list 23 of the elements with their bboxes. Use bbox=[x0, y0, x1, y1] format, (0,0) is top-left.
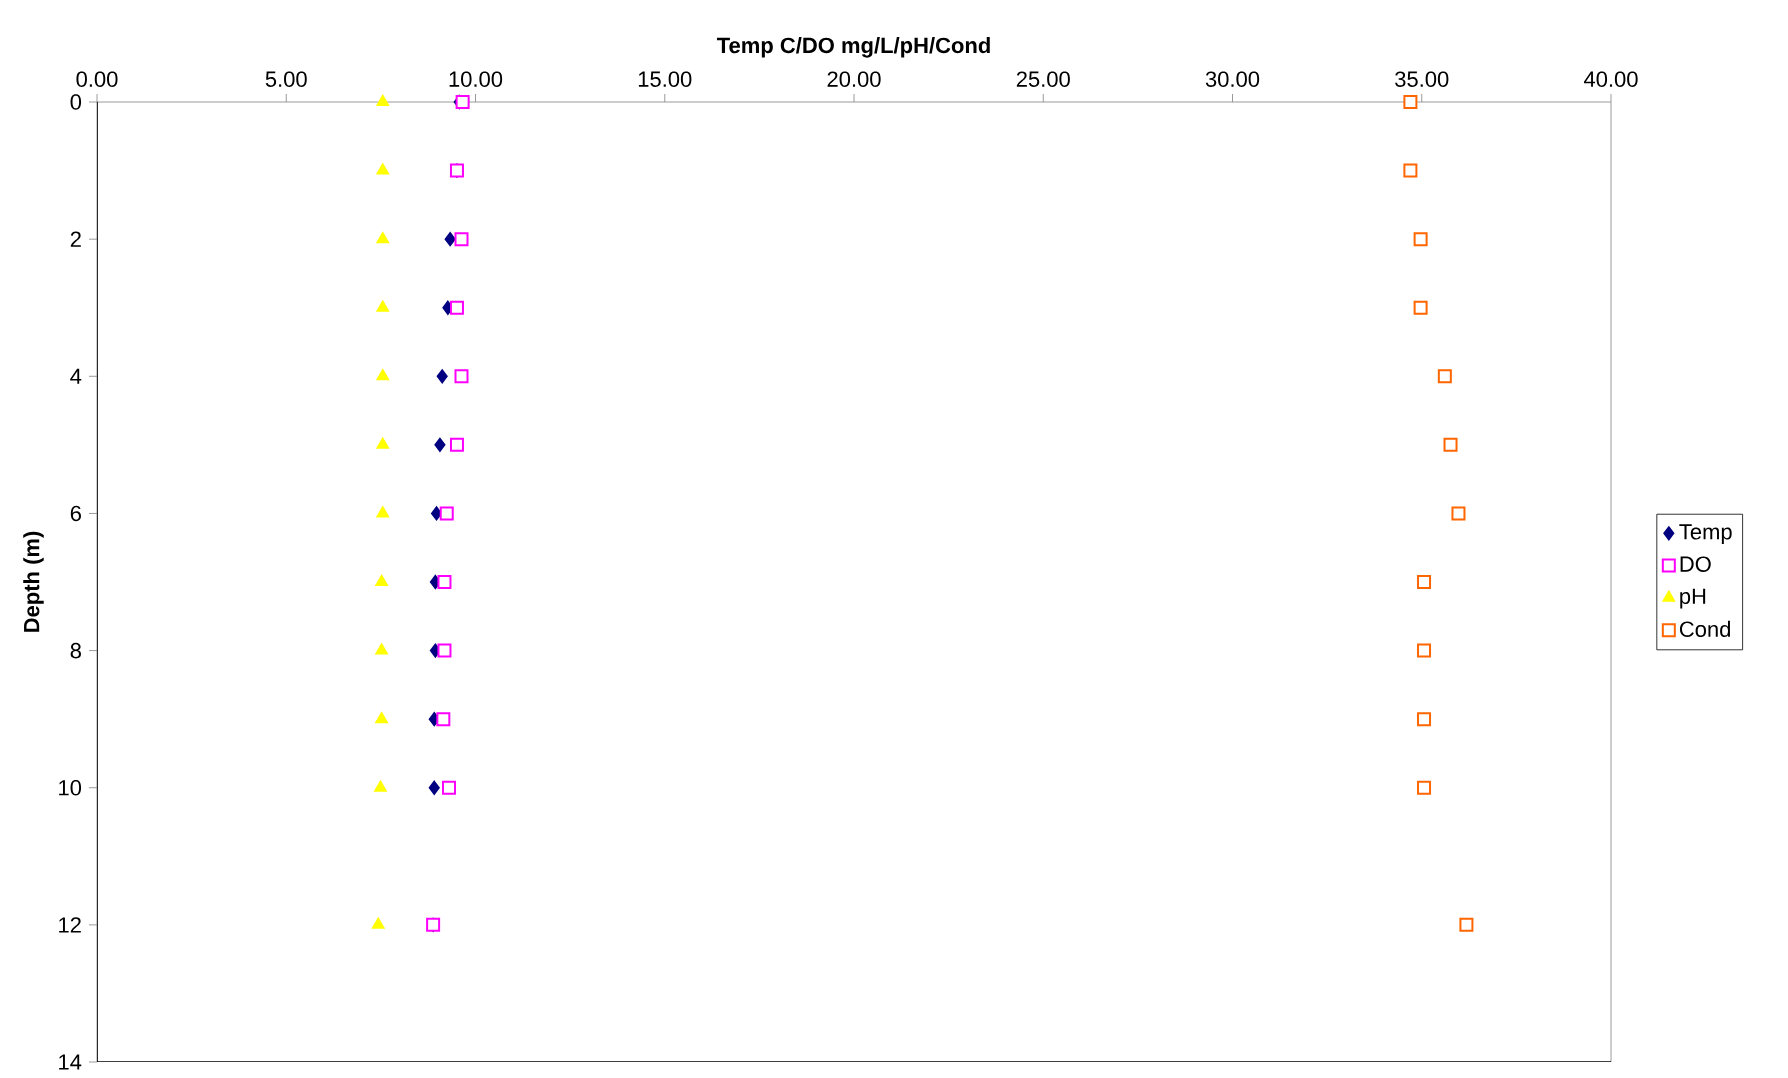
legend-label: DO bbox=[1680, 556, 1711, 572]
y-axis-title: Depth (m) bbox=[23, 531, 44, 632]
x-tick-label: 30.00 bbox=[1205, 71, 1260, 87]
y-tick-label: 12 bbox=[59, 917, 81, 933]
x-tick-label: 25.00 bbox=[1016, 71, 1070, 87]
x-tick-label: 5.00 bbox=[265, 71, 307, 87]
legend-label: pH bbox=[1680, 588, 1706, 609]
y-tick-label: 6 bbox=[70, 505, 81, 522]
y-tick-label: 2 bbox=[70, 231, 81, 247]
x-tick-label: 40.00 bbox=[1583, 71, 1638, 87]
legend-label: Temp bbox=[1679, 524, 1732, 544]
y-tick-label: 8 bbox=[70, 642, 81, 659]
legend-label: Cond bbox=[1679, 620, 1730, 638]
y-tick-label: 0 bbox=[70, 94, 82, 110]
y-tick-label: 4 bbox=[70, 368, 82, 384]
x-tick-label: 15.00 bbox=[638, 71, 692, 87]
x-tick-label: 20.00 bbox=[827, 71, 881, 87]
x-tick-label: 10.00 bbox=[449, 71, 503, 87]
x-tick-label: 0.00 bbox=[76, 71, 118, 87]
x-tick-label: 35.00 bbox=[1395, 71, 1449, 87]
y-tick-label: 10 bbox=[59, 779, 82, 796]
x-axis-title: Temp C/DO mg/L/pH/Cond bbox=[716, 37, 990, 58]
y-tick-label: 14 bbox=[59, 1054, 82, 1070]
